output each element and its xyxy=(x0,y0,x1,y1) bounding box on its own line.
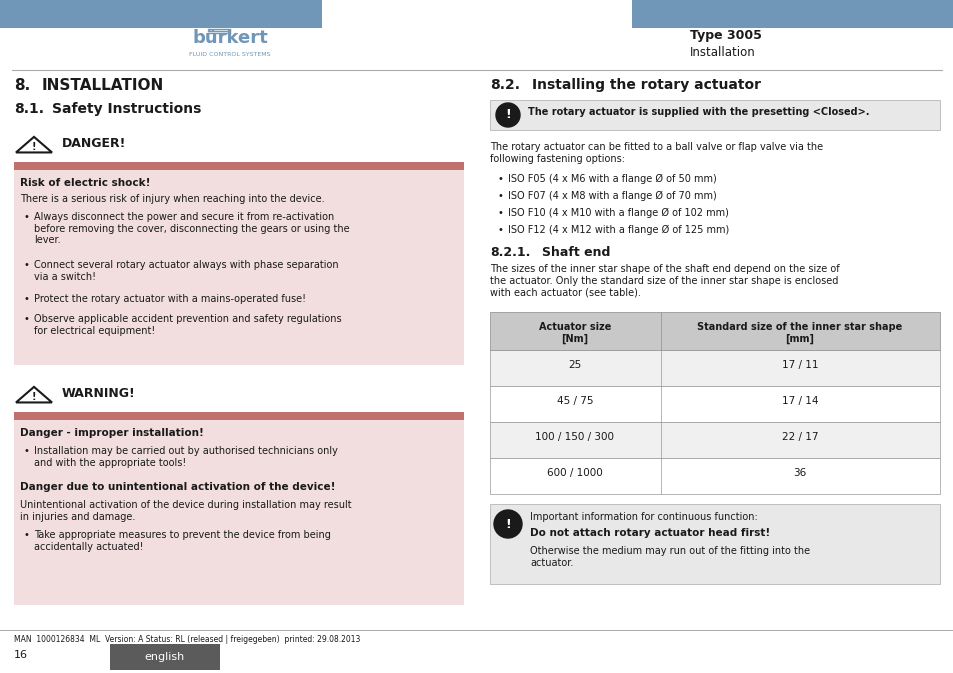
Text: Protect the rotary actuator with a mains-operated fuse!: Protect the rotary actuator with a mains… xyxy=(34,294,306,304)
Text: •: • xyxy=(24,294,30,304)
Bar xyxy=(14,170,463,365)
Bar xyxy=(490,350,939,386)
Text: •: • xyxy=(24,212,30,222)
Text: •: • xyxy=(24,530,30,540)
Text: Standard size of the inner star shape
[mm]: Standard size of the inner star shape [m… xyxy=(697,322,902,344)
Text: bürkert: bürkert xyxy=(192,29,268,47)
Circle shape xyxy=(496,103,519,127)
Bar xyxy=(110,644,220,670)
Text: Connect several rotary actuator always with phase separation
via a switch!: Connect several rotary actuator always w… xyxy=(34,260,338,281)
Text: •: • xyxy=(497,208,503,218)
Text: Observe applicable accident prevention and safety regulations
for electrical equ: Observe applicable accident prevention a… xyxy=(34,314,341,336)
Text: WARNING!: WARNING! xyxy=(62,387,135,400)
Text: 8.2.1.: 8.2.1. xyxy=(490,246,530,259)
Text: Type 3005: Type 3005 xyxy=(689,28,761,42)
Text: 8.1.: 8.1. xyxy=(14,102,44,116)
Text: Take appropriate measures to prevent the device from being
accidentally actuated: Take appropriate measures to prevent the… xyxy=(34,530,331,552)
Text: ISO F07 (4 x M8 with a flange Ø of 70 mm): ISO F07 (4 x M8 with a flange Ø of 70 mm… xyxy=(507,191,716,201)
Text: 8.2.: 8.2. xyxy=(490,78,519,92)
Polygon shape xyxy=(16,387,52,402)
Text: Do not attach rotary actuator head first!: Do not attach rotary actuator head first… xyxy=(530,528,769,538)
Text: ISO F12 (4 x M12 with a flange Ø of 125 mm): ISO F12 (4 x M12 with a flange Ø of 125 … xyxy=(507,225,728,236)
Text: The rotary actuator is supplied with the presetting <Closed>.: The rotary actuator is supplied with the… xyxy=(527,107,868,117)
Text: INSTALLATION: INSTALLATION xyxy=(42,78,164,93)
Text: Installation: Installation xyxy=(689,46,755,59)
Text: ISO F05 (4 x M6 with a flange Ø of 50 mm): ISO F05 (4 x M6 with a flange Ø of 50 mm… xyxy=(507,174,716,184)
Bar xyxy=(14,412,463,420)
Text: 25: 25 xyxy=(568,360,581,370)
Bar xyxy=(0,0,322,28)
Text: 16: 16 xyxy=(14,650,28,660)
Text: •: • xyxy=(24,314,30,324)
Text: FLUID CONTROL SYSTEMS: FLUID CONTROL SYSTEMS xyxy=(189,52,271,57)
Text: Important information for continuous function:: Important information for continuous fun… xyxy=(530,512,757,522)
Text: •: • xyxy=(24,260,30,270)
Circle shape xyxy=(494,510,521,538)
Text: The rotary actuator can be fitted to a ball valve or flap valve via the
followin: The rotary actuator can be fitted to a b… xyxy=(490,142,822,164)
Text: •: • xyxy=(24,446,30,456)
Text: !: ! xyxy=(504,518,511,530)
Text: 22 / 17: 22 / 17 xyxy=(781,432,818,442)
Text: MAN  1000126834  ML  Version: A Status: RL (released | freigegeben)  printed: 29: MAN 1000126834 ML Version: A Status: RL … xyxy=(14,635,360,644)
Text: There is a serious risk of injury when reaching into the device.: There is a serious risk of injury when r… xyxy=(20,194,324,204)
Bar xyxy=(490,422,939,458)
Polygon shape xyxy=(16,137,52,153)
Bar xyxy=(14,420,463,605)
Text: Actuator size
[Nm]: Actuator size [Nm] xyxy=(538,322,611,344)
Text: 45 / 75: 45 / 75 xyxy=(557,396,593,406)
Text: Danger - improper installation!: Danger - improper installation! xyxy=(20,428,204,438)
Text: Installing the rotary actuator: Installing the rotary actuator xyxy=(532,78,760,92)
Text: 17 / 11: 17 / 11 xyxy=(781,360,818,370)
Text: !: ! xyxy=(31,142,36,152)
Text: •: • xyxy=(497,225,503,235)
Text: 36: 36 xyxy=(793,468,806,478)
Text: !: ! xyxy=(504,108,511,122)
Text: Risk of electric shock!: Risk of electric shock! xyxy=(20,178,151,188)
Bar xyxy=(14,162,463,170)
Bar xyxy=(490,100,939,130)
Text: Otherwise the medium may run out of the fitting into the
actuator.: Otherwise the medium may run out of the … xyxy=(530,546,809,567)
Text: •: • xyxy=(497,191,503,201)
Text: •: • xyxy=(497,174,503,184)
Bar xyxy=(490,504,939,584)
Text: Always disconnect the power and secure it from re-activation
before removing the: Always disconnect the power and secure i… xyxy=(34,212,349,245)
Text: Installation may be carried out by authorised technicians only
and with the appr: Installation may be carried out by autho… xyxy=(34,446,337,468)
Text: !: ! xyxy=(31,392,36,402)
Bar xyxy=(490,312,939,350)
Text: Safety Instructions: Safety Instructions xyxy=(52,102,201,116)
Text: ISO F10 (4 x M10 with a flange Ø of 102 mm): ISO F10 (4 x M10 with a flange Ø of 102 … xyxy=(507,208,728,218)
Text: 8.: 8. xyxy=(14,78,30,93)
Bar xyxy=(490,386,939,422)
Text: 100 / 150 / 300: 100 / 150 / 300 xyxy=(535,432,614,442)
Text: Shaft end: Shaft end xyxy=(541,246,610,259)
Bar xyxy=(490,458,939,494)
Text: 17 / 14: 17 / 14 xyxy=(781,396,818,406)
Text: DANGER!: DANGER! xyxy=(62,137,126,150)
Text: Danger due to unintentional activation of the device!: Danger due to unintentional activation o… xyxy=(20,482,335,492)
Bar xyxy=(631,0,953,28)
Text: english: english xyxy=(145,652,185,662)
Text: Unintentional activation of the device during installation may result
in injurie: Unintentional activation of the device d… xyxy=(20,500,352,522)
Text: 600 / 1000: 600 / 1000 xyxy=(547,468,602,478)
Text: The sizes of the inner star shape of the shaft end depend on the size of
the act: The sizes of the inner star shape of the… xyxy=(490,264,839,297)
